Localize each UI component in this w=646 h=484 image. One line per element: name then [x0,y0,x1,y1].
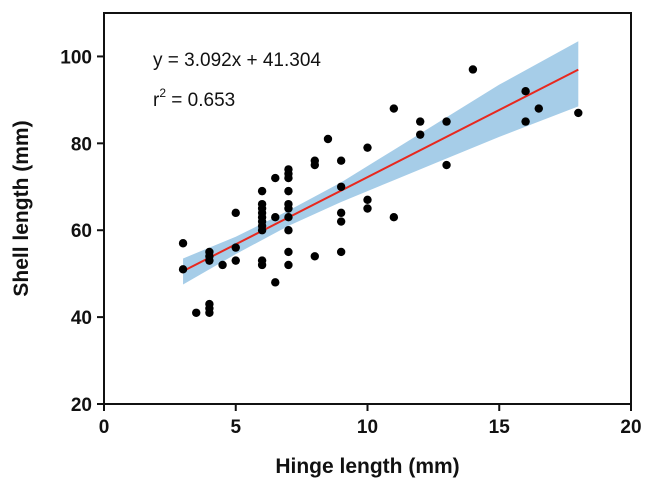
confidence-band-layer [183,41,579,285]
data-point [218,260,227,270]
regression-line [182,68,579,273]
data-point [310,252,319,261]
data-point [178,265,188,274]
data-point [284,173,293,183]
data-point [284,247,293,257]
data-point [271,278,280,287]
x-axis-ticks: 0 5 10 15 20 [99,404,642,438]
data-point [416,117,425,126]
y-tick-label: 100 [60,47,92,68]
y-tick-label: 60 [71,221,92,242]
data-point [205,256,214,265]
data-point [284,226,293,235]
data-point [336,247,346,257]
data-point [271,173,280,183]
data-point [257,260,267,270]
data-point [336,217,346,226]
data-point [336,156,346,165]
data-point [468,65,478,74]
data-point [442,117,451,126]
r2-value: = 0.653 [166,90,235,111]
r2-superscript: 2 [159,86,166,100]
data-points [178,65,583,317]
data-point [363,143,372,152]
data-point [231,208,240,218]
data-point [336,182,346,191]
x-tick-label: 15 [489,417,511,438]
data-point [534,104,543,113]
data-point [442,160,451,170]
data-point [521,87,530,96]
y-tick-label: 40 [71,308,92,329]
data-point [389,104,399,113]
data-point [205,308,214,317]
x-axis-title: Hinge length (mm) [275,455,459,478]
y-axis-ticks: 20 40 60 80 100 [60,47,104,416]
data-point [284,260,293,270]
y-tick-label: 80 [71,134,92,155]
data-point [363,204,372,213]
data-point [192,308,201,317]
data-point [284,186,293,196]
regression-equation: y = 3.092x + 41.304 [153,50,321,71]
data-point [178,239,188,248]
data-point [389,212,399,222]
data-point [231,256,240,265]
confidence-band [183,41,579,285]
r2-prefix: r [153,90,160,111]
data-point [257,226,267,235]
fit-line-layer [182,68,579,273]
data-point [257,186,267,196]
x-tick-label: 5 [230,417,241,438]
r-squared-annotation: r2 = 0.653 [153,86,235,111]
data-point [284,204,293,213]
y-axis-title: Shell length (mm) [10,120,33,296]
data-point [271,212,280,222]
x-tick-label: 0 [99,417,110,438]
data-point [521,117,530,126]
x-tick-label: 10 [357,417,378,438]
data-point [574,108,583,118]
data-point [323,134,333,144]
data-point [416,130,425,139]
x-tick-label: 20 [620,417,641,438]
y-tick-label: 20 [71,395,92,416]
data-point [231,243,240,252]
data-point [284,212,293,222]
data-point [336,208,346,218]
data-point [363,195,372,205]
data-point [310,160,319,170]
